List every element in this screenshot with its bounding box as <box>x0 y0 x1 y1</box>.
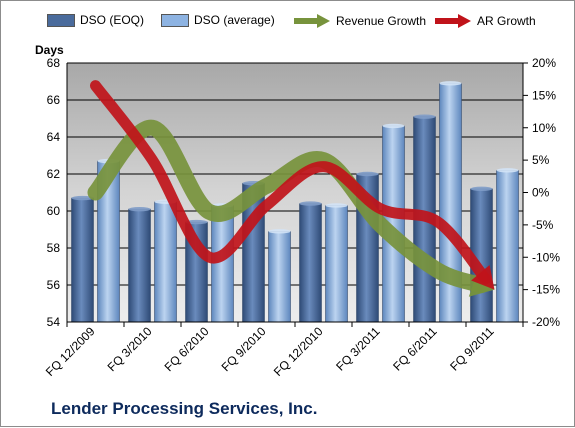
legend-label: DSO (average) <box>194 13 275 27</box>
y-tick-label: 56 <box>47 278 61 292</box>
legend-label: AR Growth <box>477 14 536 28</box>
y2-tick-label: 20% <box>532 56 556 70</box>
bar-dso-average <box>269 231 291 322</box>
y-tick-label: 68 <box>47 56 61 70</box>
x-tick-label: FQ 12/2010 <box>271 324 326 379</box>
y-tick-label: 54 <box>47 315 61 329</box>
x-tick-label: FQ 9/2010 <box>219 324 269 374</box>
legend-item-ar-growth: AR Growth <box>434 13 536 29</box>
x-tick-label: FQ 9/2011 <box>447 324 497 374</box>
legend-arrow-icon <box>293 13 331 29</box>
bar-dso-eoq <box>72 198 94 322</box>
y-tick-label: 58 <box>47 241 61 255</box>
y-tick-label: 60 <box>47 204 61 218</box>
bar-top-cap <box>326 203 348 207</box>
legend-item-revenue-growth: Revenue Growth <box>293 13 426 29</box>
bar-dso-average <box>212 205 234 322</box>
legend-label: Revenue Growth <box>336 14 426 28</box>
legend-label: DSO (EOQ) <box>80 13 144 27</box>
y-tick-label: 62 <box>47 167 61 181</box>
x-tick-label: FQ 6/2011 <box>390 324 440 374</box>
y-tick-label: 66 <box>47 93 61 107</box>
bar-top-cap <box>129 207 151 211</box>
y2-tick-label: -15% <box>532 283 560 297</box>
x-tick-label: FQ 6/2010 <box>162 324 212 374</box>
legend-arrow-icon <box>434 13 472 29</box>
x-tick-label: FQ 12/2009 <box>43 324 98 379</box>
bar-top-cap <box>471 187 493 191</box>
legend: DSO (EOQ) DSO (average) Revenue Growth A… <box>1 11 575 33</box>
y2-tick-label: 10% <box>532 121 556 135</box>
bar-top-cap <box>497 168 519 172</box>
y2-tick-label: -10% <box>532 250 560 264</box>
y-tick-label: 64 <box>47 130 61 144</box>
y2-tick-label: 5% <box>532 153 550 167</box>
legend-swatch <box>161 14 189 27</box>
legend-item-dso-eoq: DSO (EOQ) <box>47 13 144 27</box>
y2-tick-label: -20% <box>532 315 560 329</box>
company-name: Lender Processing Services, Inc. <box>51 399 317 419</box>
bar-dso-eoq <box>300 204 322 322</box>
bar-top-cap <box>383 124 405 128</box>
y2-tick-label: 15% <box>532 88 556 102</box>
bar-top-cap <box>300 201 322 205</box>
x-tick-label: FQ 3/2010 <box>105 324 155 374</box>
bar-dso-average <box>155 202 177 322</box>
bar-top-cap <box>269 229 291 233</box>
legend-item-dso-average: DSO (average) <box>161 13 275 27</box>
bar-dso-average <box>326 205 348 322</box>
y2-tick-label: 0% <box>532 186 550 200</box>
bar-dso-eoq <box>129 209 151 322</box>
x-tick-label: FQ 3/2011 <box>333 324 383 374</box>
bar-top-cap <box>414 114 436 118</box>
bar-dso-average <box>497 170 519 322</box>
legend-swatch <box>47 14 75 27</box>
y-axis-title: Days <box>35 43 64 57</box>
bar-top-cap <box>440 81 462 85</box>
y2-tick-label: -5% <box>532 218 554 232</box>
bar-top-cap <box>357 172 379 176</box>
